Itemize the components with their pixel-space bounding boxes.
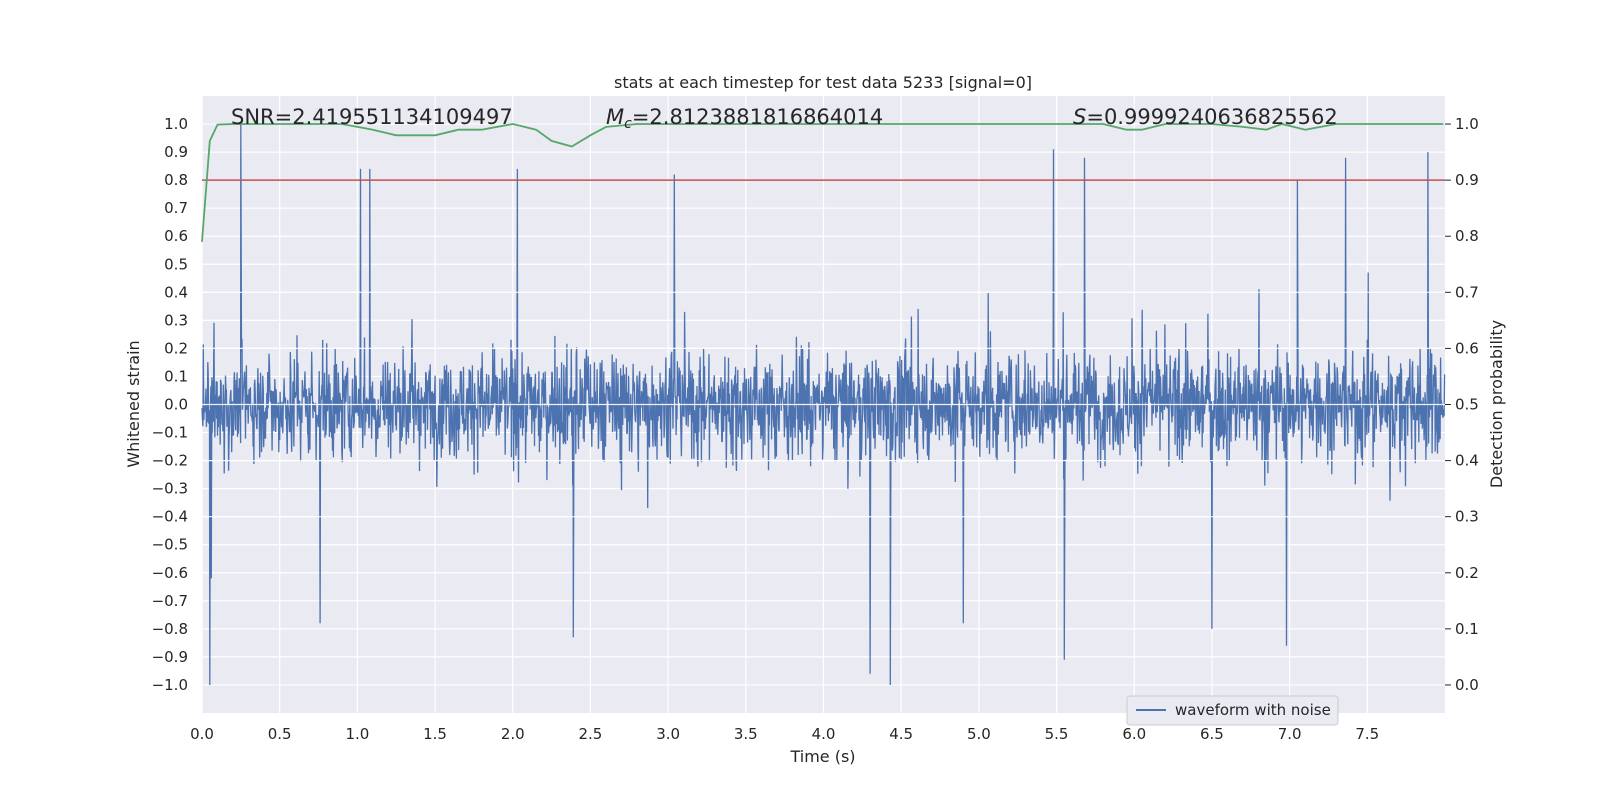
chirp-mass-annotation: Mc=2.8123881816864014 [606, 105, 883, 132]
y-left-tick-label: 0.8 [164, 171, 188, 189]
s-annotation: S=0.9999240636825562 [1073, 105, 1338, 129]
y-right-tick-label: 0.7 [1455, 283, 1479, 301]
x-tick-label: 3.5 [734, 725, 758, 743]
y-right-tick-label: 0.1 [1455, 620, 1479, 638]
y-right-tick-label: 0.5 [1455, 396, 1479, 414]
waveform-series [201, 123, 1446, 686]
y-left-tick-label: 0.3 [164, 311, 188, 329]
y-axis-right-label: Detection probability [1487, 320, 1506, 488]
x-tick-label: 2.5 [579, 725, 603, 743]
y-left-tick-label: −0.3 [152, 480, 188, 498]
x-tick-label: 1.0 [345, 725, 369, 743]
x-tick-label: 5.0 [967, 725, 991, 743]
x-tick-label: 4.0 [812, 725, 836, 743]
x-tick-label: 3.0 [656, 725, 680, 743]
legend: waveform with noise [1126, 695, 1339, 726]
y-left-tick-label: −0.5 [152, 536, 188, 554]
y-left-tick-label: −0.7 [152, 592, 188, 610]
x-tick-label: 7.0 [1278, 725, 1302, 743]
x-axis-ticks: 0.0 0.5 1.0 1.5 2.0 2.5 3.0 3.5 4.0 4.5 5.0 5.5 6.0 6… [190, 725, 1379, 743]
y-left-tick-label: −0.2 [152, 452, 188, 470]
y-left-tick-label: −0.6 [152, 564, 188, 582]
y-left-tick-label: 0.6 [164, 227, 188, 245]
y-left-tick-label: 0.1 [164, 367, 188, 385]
chart-title: stats at each timestep for test data 523… [614, 73, 1032, 92]
y-left-tick-label: 0.4 [164, 283, 188, 301]
waveform-line [201, 123, 1446, 686]
y-right-tick-label: 0.6 [1455, 339, 1479, 357]
x-tick-label: 0.0 [190, 725, 214, 743]
y-left-tick-label: 1.0 [164, 115, 188, 133]
snr-annotation: SNR=2.419551134109497 [231, 105, 513, 129]
legend-box [1126, 695, 1339, 726]
x-tick-label: 2.0 [501, 725, 525, 743]
y-axis-left-label: Whitened strain [124, 340, 143, 467]
y-left-tick-label: −0.9 [152, 648, 188, 666]
y-right-tick-label: 0.3 [1455, 508, 1479, 526]
detection-probability-line [201, 123, 1444, 242]
x-tick-label: 7.5 [1355, 725, 1379, 743]
y-right-tick-label: 1.0 [1455, 115, 1479, 133]
y-right-tick-label: 0.2 [1455, 564, 1479, 582]
x-tick-label: 0.5 [268, 725, 292, 743]
y-left-tick-label: −1.0 [152, 676, 188, 694]
y-right-tick-label: 0.8 [1455, 227, 1479, 245]
legend-label: waveform with noise [1175, 701, 1331, 719]
y-left-tick-label: 0.2 [164, 339, 188, 357]
x-tick-label: 1.5 [423, 725, 447, 743]
x-tick-label: 6.0 [1122, 725, 1146, 743]
y-left-tick-label: 0.5 [164, 255, 188, 273]
y-axis-right-ticks: 0.0 0.1 0.2 0.3 0.4 0.5 0.6 0.7 0.8 0.9 1.0 [1445, 115, 1479, 694]
x-tick-label: 4.5 [889, 725, 913, 743]
x-axis-label: Time (s) [789, 747, 855, 766]
y-left-tick-label: −0.8 [152, 620, 188, 638]
y-left-tick-label: 0.7 [164, 199, 188, 217]
y-left-tick-label: 0.9 [164, 143, 188, 161]
x-tick-label: 5.5 [1045, 725, 1069, 743]
y-left-tick-label: 0.0 [164, 396, 188, 414]
overlay-lines [201, 123, 1445, 518]
y-right-tick-label: 0.0 [1455, 676, 1479, 694]
y-right-tick-label: 0.9 [1455, 171, 1479, 189]
y-right-tick-label: 0.4 [1455, 452, 1479, 470]
y-left-tick-label: −0.1 [152, 424, 188, 442]
y-left-tick-label: −0.4 [152, 508, 188, 526]
y-axis-left-ticks: −1.0 −0.9 −0.8 −0.7 −0.6 −0.5 −0.4 −0.3 −0.2 −0.1… [152, 115, 188, 694]
x-tick-label: 6.5 [1200, 725, 1224, 743]
